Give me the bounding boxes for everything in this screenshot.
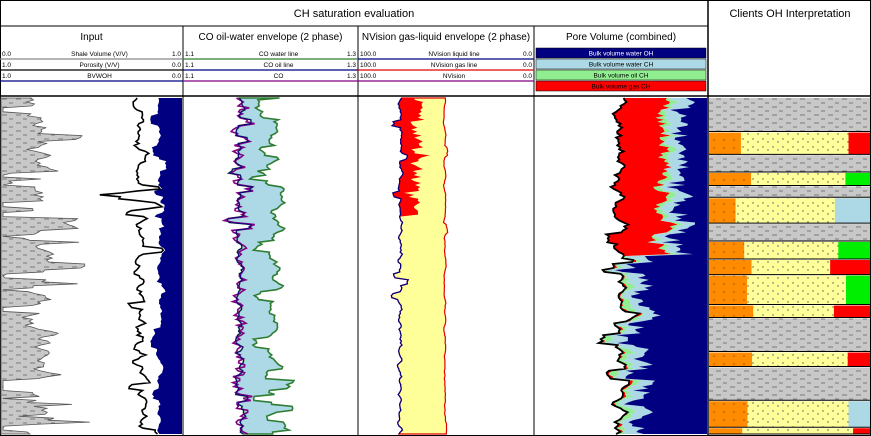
fluid-band xyxy=(845,172,870,186)
curve-max: 0.0 xyxy=(523,73,532,80)
curve-min: 1.0 xyxy=(2,73,11,80)
curve-name: NVision xyxy=(443,73,466,80)
shale-volume-fill xyxy=(0,97,90,435)
curve-name: CO water line xyxy=(259,51,299,58)
track-title-1: Input xyxy=(80,32,102,43)
track-headers: Input 0.0 Shale Volume (V/V) 1.0 1.0 Porosity… xyxy=(0,32,707,92)
orange-band xyxy=(709,198,736,224)
curve-max: 0.0 xyxy=(172,73,181,80)
curve-min: 0.0 xyxy=(2,51,11,58)
fluid-band xyxy=(830,260,870,275)
sand-band xyxy=(742,428,870,434)
fluid-band xyxy=(848,401,870,428)
bvwoh-fill xyxy=(150,98,182,434)
water-oh-fill xyxy=(614,98,707,434)
track-title-4: Pore Volume (combined) xyxy=(566,32,676,43)
curve-name: CO xyxy=(274,73,284,80)
legend-label: Bulk volume gas CH xyxy=(592,84,651,91)
oil-ch-fill xyxy=(599,98,684,434)
curve-min: 1.1 xyxy=(185,51,194,58)
shale-band xyxy=(709,318,870,352)
shale-band xyxy=(709,98,870,132)
curve-max: 0.0 xyxy=(523,51,532,58)
orange-band xyxy=(709,401,748,428)
shale-band xyxy=(709,367,870,401)
nvision-gas-fill xyxy=(391,98,430,434)
fluid-band xyxy=(847,352,870,367)
legend-swatch xyxy=(535,69,707,81)
legend-label: Bulk volume water OH xyxy=(589,51,654,58)
orange-band xyxy=(709,260,752,275)
legend-label: Bulk volume oil CH xyxy=(594,73,649,80)
orange-band xyxy=(709,305,754,318)
water-ch-fill xyxy=(601,98,695,434)
sand-band xyxy=(751,172,870,186)
curve-name: Shale Volume (V/V) xyxy=(71,51,128,58)
orange-band xyxy=(709,241,745,260)
fluid-band xyxy=(848,132,870,155)
fluid-band xyxy=(834,198,870,224)
track-title-3: NVision gas-liquid envelope (2 phase) xyxy=(362,32,530,43)
porosity-curve xyxy=(99,97,165,435)
orange-band xyxy=(709,132,741,155)
legend-swatch xyxy=(535,47,707,59)
curve-name: NVision liquid line xyxy=(428,51,480,58)
shale-band xyxy=(709,186,870,198)
curve-max: 1.3 xyxy=(347,51,356,58)
shale-band xyxy=(709,155,870,172)
curve-min: 1.1 xyxy=(185,62,194,69)
curve-max: 0.0 xyxy=(172,62,181,69)
curve-max: 1.0 xyxy=(172,51,181,58)
curve-min: 100.0 xyxy=(360,73,377,80)
curve-max: 0.0 xyxy=(523,62,532,69)
sand-band xyxy=(753,305,870,318)
curve-name: BVWOH xyxy=(87,73,112,80)
fluid-band xyxy=(853,428,870,434)
fluid-band xyxy=(833,305,870,318)
fluid-band xyxy=(846,275,870,305)
curve-min: 100.0 xyxy=(360,62,377,69)
track-title-2: CO oil-water envelope (2 phase) xyxy=(199,32,343,43)
nvision-liquid-line xyxy=(390,97,410,435)
curve-name: CO oil line xyxy=(264,62,294,69)
gas-ch-fill xyxy=(598,98,678,434)
curve-name: NVision gas line xyxy=(431,62,478,69)
legend-swatch xyxy=(535,80,707,92)
legend-swatch xyxy=(535,58,707,70)
pore-volume-curve xyxy=(595,97,642,435)
curve-min: 100.0 xyxy=(360,51,377,58)
curve-name: Porosity (V/V) xyxy=(79,62,119,69)
sand-band xyxy=(740,132,870,155)
curve-min: 1.0 xyxy=(2,62,11,69)
main-title: CH saturation evaluation xyxy=(294,8,414,20)
shale-band xyxy=(709,224,870,241)
clients-title: Clients OH Interpretation xyxy=(729,8,850,20)
orange-band xyxy=(709,172,752,186)
orange-band xyxy=(709,275,748,305)
sand-band xyxy=(752,352,870,367)
curve-min: 1.1 xyxy=(185,73,194,80)
curve-max: 1.3 xyxy=(347,62,356,69)
orange-band xyxy=(709,428,743,434)
fluid-band xyxy=(838,241,870,260)
curve-max: 1.3 xyxy=(347,73,356,80)
co-oil-line xyxy=(226,97,254,435)
legend-label: Bulk volume water CH xyxy=(589,62,654,69)
log-tracks xyxy=(0,97,870,435)
orange-band xyxy=(709,352,753,367)
